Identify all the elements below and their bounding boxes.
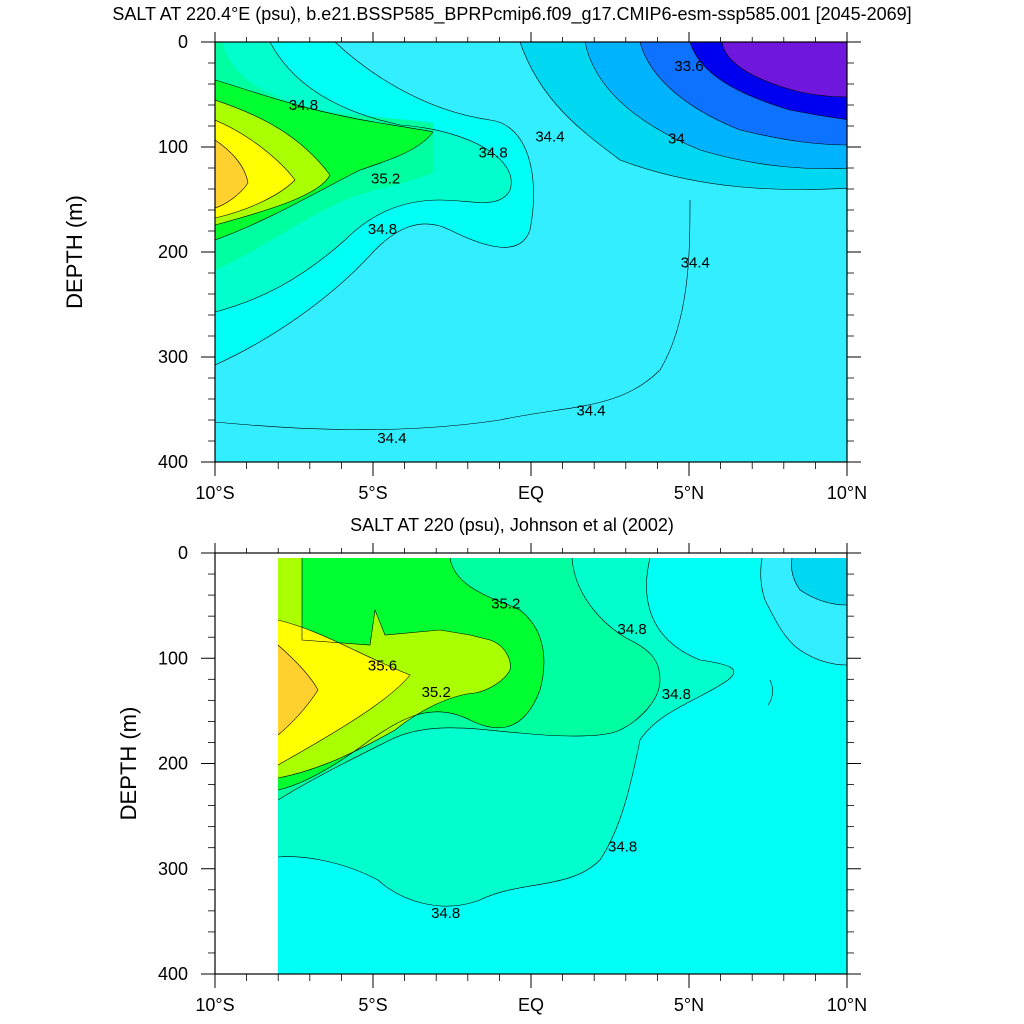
top-contour-label: 34	[668, 131, 685, 148]
top-contour-label: 33.6	[674, 58, 703, 75]
top-x-tick-label: 10°N	[827, 483, 867, 503]
bottom-contour-label-text: 35.2	[491, 596, 520, 613]
contour-labels-layer: 34.8 35.2 34.8 34.8 34.4 33.6 34 34.4 34.4 34.4 35…	[289, 58, 710, 922]
bottom-contour-label: 34.8	[608, 839, 637, 856]
top-panel-title: SALT AT 220.4°E (psu), b.e21.BSSP585_BPR…	[112, 4, 912, 24]
top-contour-label-text: 34.8	[478, 144, 507, 161]
top-contour-label: 34.8	[368, 221, 397, 238]
top-contour-label-text: 34.4	[681, 255, 710, 272]
bottom-y-tick-label: 400	[158, 964, 188, 984]
top-fill-35-8	[215, 140, 248, 208]
top-contour-label: 34.4	[535, 129, 564, 146]
top-y-tick-label: 400	[158, 452, 188, 472]
bottom-axes: 10°S 5°S EQ 5°N 10°N 0 100 200 300 400 DEPTH (m)	[116, 543, 867, 1015]
top-y-axis-label: DEPTH (m)	[62, 195, 87, 309]
top-contour-label-text: 33.6	[674, 58, 703, 75]
bottom-x-tick-label: 10°S	[195, 995, 234, 1015]
top-y-tick-label: 200	[158, 242, 188, 262]
top-contour-label: 35.2	[371, 171, 400, 188]
top-x-tick-label: 10°S	[195, 483, 234, 503]
bottom-contour-label-text: 34.8	[618, 621, 647, 638]
bottom-contour-label-text: 34.8	[662, 686, 691, 703]
bottom-x-tick-label: EQ	[518, 995, 544, 1015]
top-x-tick-label: 5°S	[358, 483, 387, 503]
top-y-tick-label: 300	[158, 347, 188, 367]
top-contour-label-text: 34	[668, 131, 685, 148]
bottom-contour-label-text: 35.2	[422, 684, 451, 701]
top-fill-33-4	[722, 42, 847, 97]
bottom-contour-label-text: 34.8	[608, 839, 637, 856]
bottom-y-tick-label: 100	[158, 648, 188, 668]
top-y-tick-label: 100	[158, 137, 188, 157]
bottom-y-axis-label: DEPTH (m)	[116, 707, 141, 821]
bottom-contour-lines	[277, 557, 847, 907]
bottom-y-tick-label: 0	[178, 543, 188, 563]
top-contour-label-text: 34.4	[535, 129, 564, 146]
top-contour-label: 34.4	[681, 255, 710, 272]
bottom-contour-label-text: 34.8	[431, 905, 460, 922]
top-contour-label-text: 34.8	[289, 97, 318, 114]
top-contour-label: 34.4	[576, 403, 605, 420]
top-y-tick-label: 0	[178, 32, 188, 52]
top-contour-label: 34.4	[377, 430, 406, 447]
bottom-x-tick-label: 10°N	[827, 995, 867, 1015]
top-contour-label-text: 34.4	[377, 430, 406, 447]
bottom-contour-label: 34.8	[618, 621, 647, 638]
bottom-contour-label: 34.8	[662, 686, 691, 703]
top-x-tick-label: 5°N	[674, 483, 704, 503]
bottom-contour-label: 35.2	[491, 596, 520, 613]
top-x-tick-label: EQ	[518, 483, 544, 503]
bottom-contour-label: 34.8	[431, 905, 460, 922]
top-contour-label: 34.8	[289, 97, 318, 114]
bottom-x-tick-label: 5°S	[358, 995, 387, 1015]
top-contour-lines	[215, 42, 847, 430]
top-contour-label-text: 34.4	[576, 403, 605, 420]
bottom-contour-label: 35.2	[422, 684, 451, 701]
bottom-contour-label-text: 35.6	[368, 658, 397, 675]
bottom-y-tick-label: 300	[158, 859, 188, 879]
bottom-contour-fills	[278, 558, 847, 974]
bottom-panel-title: SALT AT 220 (psu), Johnson et al (2002)	[350, 515, 674, 535]
bottom-x-tick-label: 5°N	[674, 995, 704, 1015]
top-contour-fills	[215, 42, 847, 462]
bottom-fill-35-6	[278, 620, 410, 765]
bottom-y-tick-label: 200	[158, 754, 188, 774]
top-panel-plot	[215, 42, 847, 462]
top-contour-label-text: 34.8	[368, 221, 397, 238]
top-contour-label-text: 35.2	[371, 171, 400, 188]
top-contour-label: 34.8	[478, 144, 507, 161]
bottom-panel-plot	[277, 557, 847, 974]
bottom-fill-35-8	[278, 645, 318, 735]
top-axes: 10°S 5°S EQ 5°N 10°N 0 100 200 300 400 DEPTH (m)	[62, 32, 867, 503]
bottom-contour-label: 35.6	[368, 658, 397, 675]
